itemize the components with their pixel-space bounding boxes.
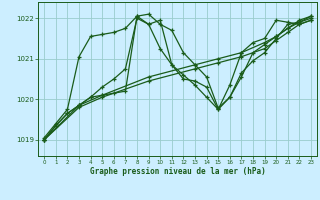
X-axis label: Graphe pression niveau de la mer (hPa): Graphe pression niveau de la mer (hPa) [90,167,266,176]
